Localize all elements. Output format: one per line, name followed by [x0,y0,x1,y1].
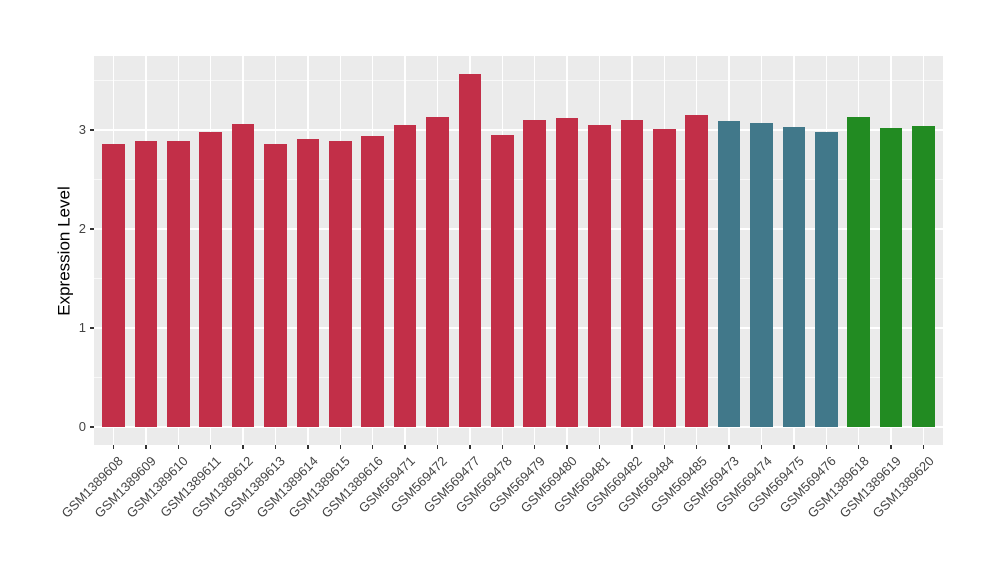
gridline-major-y [94,228,943,231]
bar [620,120,644,428]
x-tick-mark [145,445,147,449]
gridline-major-y [94,327,943,330]
bar [231,124,255,428]
x-tick-mark [533,445,536,449]
bar [555,118,579,428]
bar [588,125,611,428]
x-tick-mark [631,445,633,449]
x-tick-mark [695,445,698,449]
y-tick-mark [90,129,94,131]
x-tick-mark [242,445,244,449]
bar [393,125,417,428]
bar [426,117,449,428]
x-tick-mark [793,445,795,449]
y-axis-title: Expression Level [50,56,80,445]
bar [328,141,352,428]
y-tick-label: 0 [78,419,86,435]
bar [199,132,222,428]
bar [879,128,903,428]
bar [458,73,482,428]
bar [523,120,547,428]
gridline-major-y [94,426,943,429]
gridline-minor-y [94,377,943,379]
y-tick-mark [90,228,94,230]
x-tick-mark [436,445,439,449]
bar [750,123,773,428]
x-tick-mark [307,445,309,449]
x-tick-mark [598,445,601,449]
bar [490,135,514,428]
bar [847,117,871,428]
bar [166,141,190,428]
bar [264,144,287,428]
y-tick-label: 3 [78,122,86,138]
gridline-major-y [94,129,943,132]
x-tick-mark [177,445,179,449]
plot-panel [94,56,943,445]
bar [134,141,158,428]
x-tick-mark [404,445,406,449]
bar [102,144,125,428]
x-tick-mark [922,445,925,449]
x-tick-mark [825,445,828,449]
x-tick-mark [209,445,212,449]
x-tick-mark [371,445,374,449]
x-tick-mark [274,445,277,449]
x-tick-mark [760,445,763,449]
x-tick-mark [339,445,342,449]
gridline-minor-y [94,80,943,82]
x-tick-mark [112,445,115,449]
bar [912,126,935,428]
bar [815,132,838,428]
x-tick-mark [663,445,666,449]
bar [361,136,384,428]
gridline-minor-y [94,278,943,280]
y-axis-title-text: Expression Level [55,185,74,316]
bar [296,139,320,428]
x-tick-mark [857,445,860,449]
bar [652,129,676,428]
y-tick-label: 2 [78,221,86,237]
x-tick-mark [501,445,504,449]
x-tick-mark [890,445,892,449]
y-tick-mark [90,426,94,428]
y-tick-mark [90,327,94,329]
x-tick-mark [469,445,471,449]
bar [717,121,741,428]
gridline-minor-y [94,179,943,181]
bar [685,115,709,428]
y-tick-label: 1 [78,320,86,336]
x-tick-mark [728,445,730,449]
bar [782,127,806,428]
x-tick-mark [566,445,568,449]
